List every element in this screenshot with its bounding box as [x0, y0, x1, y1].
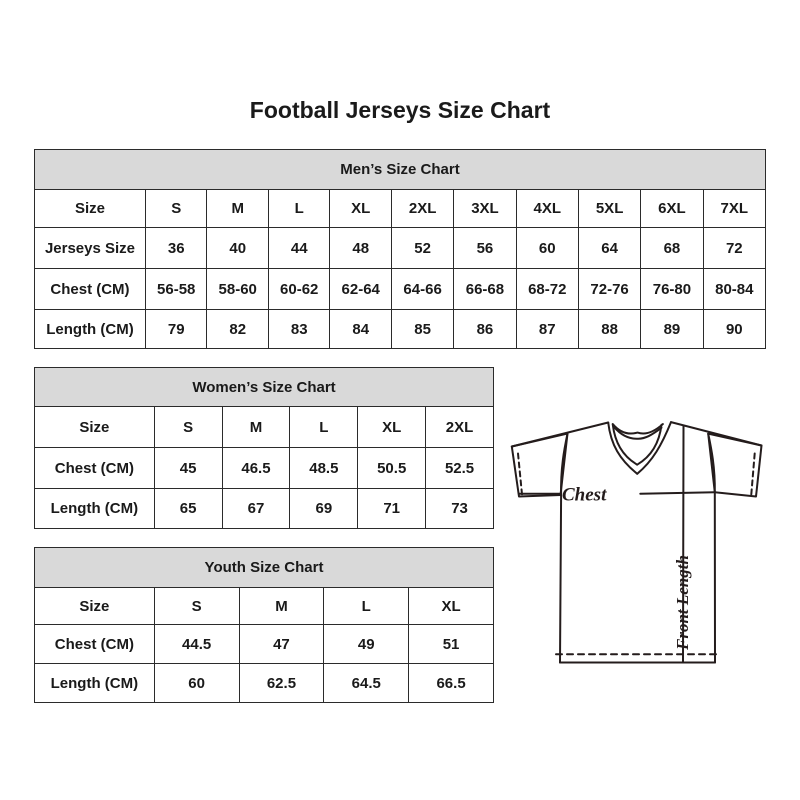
svg-text:Chest: Chest [562, 485, 607, 506]
svg-text:Front Length: Front Length [673, 555, 692, 651]
